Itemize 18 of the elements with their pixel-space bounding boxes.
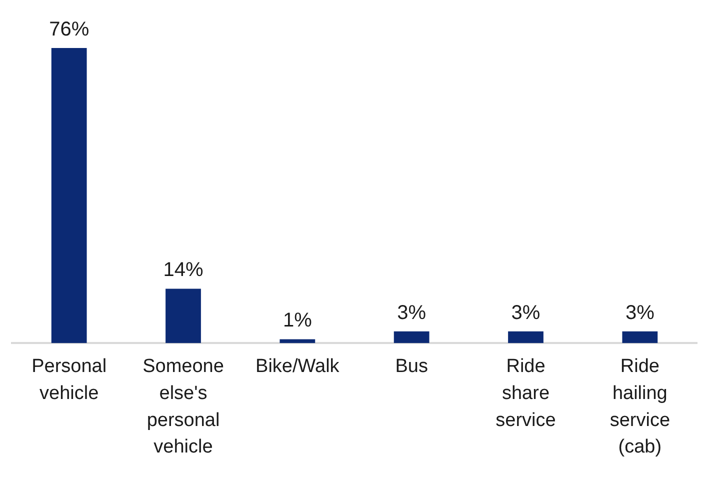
- bar: [280, 339, 316, 344]
- bar: [508, 331, 544, 344]
- bar: [622, 331, 658, 344]
- data-label: 3%: [397, 302, 426, 324]
- data-label: 1%: [282, 310, 312, 332]
- bar: [394, 331, 430, 344]
- data-label: 14%: [163, 259, 204, 282]
- bar: [51, 48, 87, 344]
- data-label: 3%: [511, 302, 540, 324]
- x-tick-label: Someone else's personal vehicle: [142, 356, 224, 458]
- data-label: 76%: [49, 18, 90, 41]
- x-tick-label: Bike/Walk: [256, 356, 340, 377]
- data-label: 3%: [625, 302, 655, 324]
- x-tick-label: Bus: [395, 356, 428, 377]
- x-tick-label: Personal vehicle: [32, 356, 107, 404]
- bar: [166, 288, 201, 344]
- x-tick-label: Ride hailing service (cab): [610, 356, 670, 458]
- x-tick-label: Ride share service: [496, 356, 556, 431]
